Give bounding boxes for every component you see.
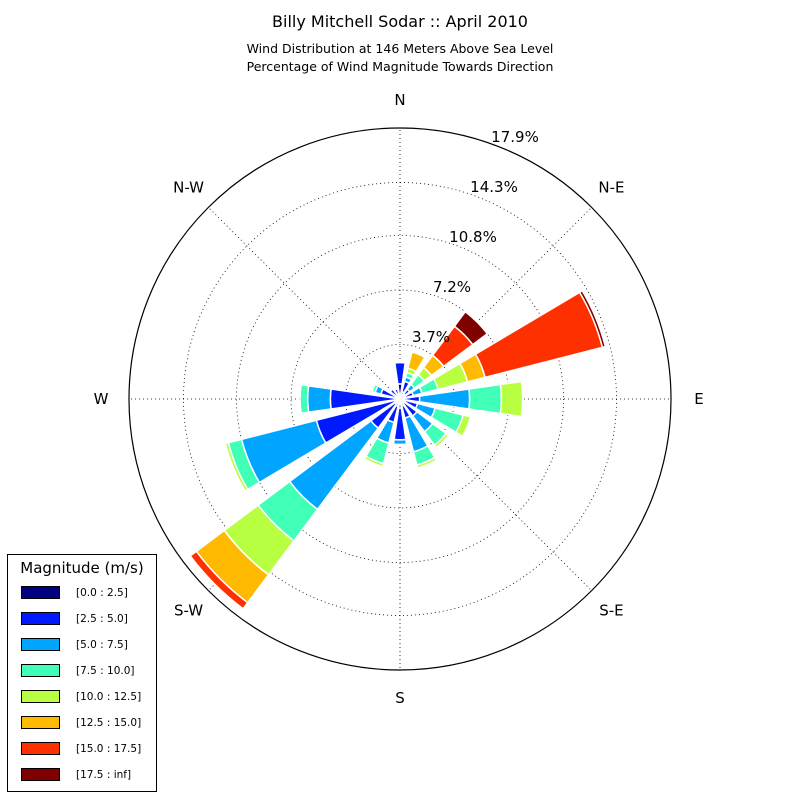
direction-label: N-E [598,179,624,197]
wind-bar-segment [406,351,426,373]
legend-swatch [21,768,60,781]
wind-bar-segment [306,384,332,414]
wind-bar-segment [415,456,438,469]
radial-tick-label: 17.9% [491,128,539,146]
legend-swatch [21,612,60,625]
legend-swatch [21,586,60,599]
direction-label: W [94,390,109,408]
wind-bar-segment [389,388,399,398]
direction-label: S-W [174,601,203,619]
direction-label: N [394,91,405,109]
polar-labels: N N-E E S-E S S-W W N-W 3.7% 7.2% 10.8% 14.3% 17.9% [94,91,704,707]
wind-bar-segment [499,380,524,418]
radial-tick-label: 3.7% [412,328,450,346]
wind-bar-segment [468,383,503,415]
outer-circle [128,127,672,671]
wind-bar-segment [362,457,384,469]
legend-swatch [21,638,60,651]
wind-bar-segment [189,550,249,610]
chart-subtitle-line1: Wind Distribution at 146 Meters Above Se… [246,41,554,56]
radial-tick-label: 10.8% [449,228,497,246]
direction-label: E [694,390,703,408]
legend-label: [0.0 : 2.5] [76,587,128,599]
ring-gridline [183,182,617,616]
legend-swatch [21,742,60,755]
legend-swatch [21,690,60,703]
wind-bar-segment [454,414,472,438]
direction-label: S [395,689,405,707]
wind-bar-segment [578,289,607,349]
chart-title: Billy Mitchell Sodar :: April 2010 [272,12,528,31]
legend-swatch [21,664,60,677]
wind-bar-segment [224,441,249,493]
legend-title: Magnitude (m/s) [20,559,144,577]
legend-label: [7.5 : 10.0] [76,665,135,677]
wind-bar-segment [433,432,450,449]
legend-label: [17.5 : inf] [76,769,132,781]
wind-rose-bars [189,289,607,610]
legend-label: [12.5 : 15.0] [76,717,142,729]
legend-label: [15.0 : 17.5] [76,743,142,755]
ring-gridline [236,235,564,563]
radial-gridline [208,207,401,400]
wind-bar-segment [393,361,407,385]
wind-bar-segment [474,291,604,379]
legend-label: [5.0 : 7.5] [76,639,128,651]
legend-label: [10.0 : 12.5] [76,691,142,703]
wind-bar-segment [393,387,400,397]
direction-label: N-W [173,179,204,197]
wind-bar-segment [299,383,310,415]
magnitude-legend: Magnitude (m/s) [0.0 : 2.5] [2.5 : 5.0] [5… [7,554,157,792]
legend-swatch [21,716,60,729]
chart-subtitle-line2: Percentage of Wind Magnitude Towards Dir… [246,59,554,74]
radial-tick-label: 14.3% [470,178,518,196]
legend-label: [2.5 : 5.0] [76,613,128,625]
radial-tick-label: 7.2% [433,278,471,296]
direction-label: S-E [599,601,623,619]
wind-bar-segment [392,438,408,446]
wind-bar-segment [371,383,379,394]
wind-bar-segment [453,310,489,346]
